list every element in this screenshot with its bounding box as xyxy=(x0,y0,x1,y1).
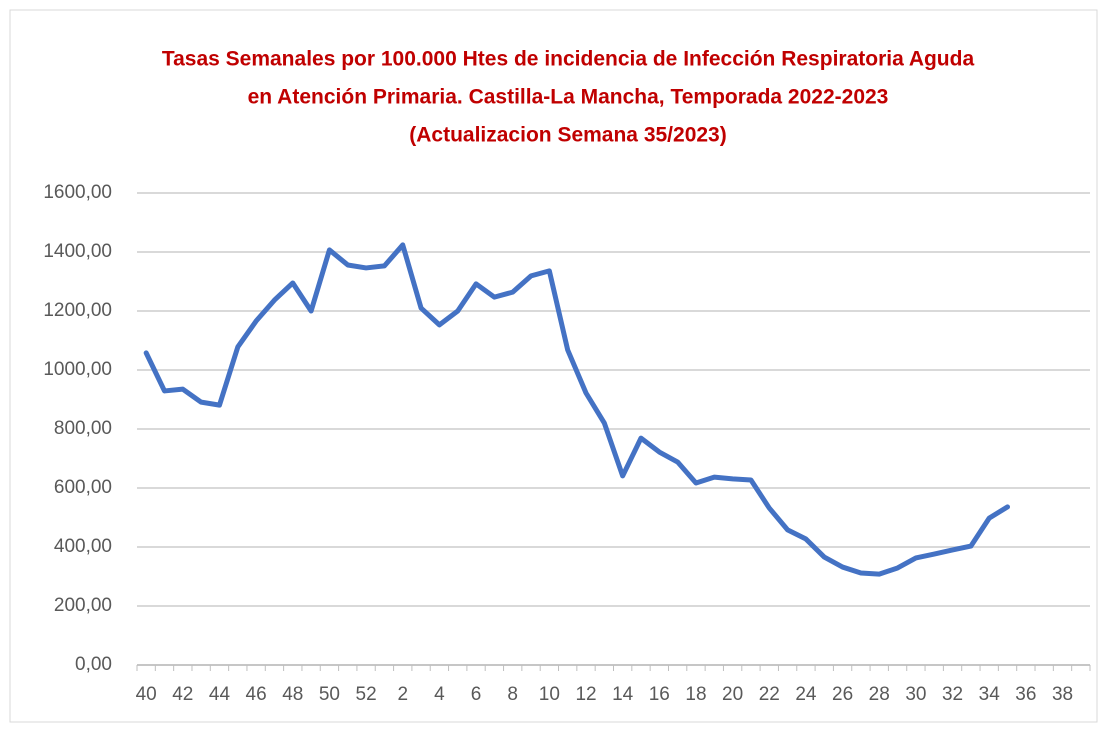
y-tick-label: 800,00 xyxy=(54,418,112,439)
x-tick-label: 22 xyxy=(759,684,780,705)
y-tick-label: 1200,00 xyxy=(43,300,112,321)
x-tick-label: 26 xyxy=(832,684,853,705)
data-line xyxy=(143,242,1011,577)
y-tick-label: 400,00 xyxy=(54,536,112,557)
x-tick-label: 4 xyxy=(434,684,445,705)
x-tick-label: 40 xyxy=(136,684,157,705)
x-tick-label: 50 xyxy=(319,684,340,705)
x-tick-label: 12 xyxy=(575,684,596,705)
x-tick-label: 52 xyxy=(356,684,377,705)
y-tick-label: 1400,00 xyxy=(43,241,112,262)
x-tick-label: 14 xyxy=(612,684,634,705)
x-tick-label: 20 xyxy=(722,684,743,705)
x-tick-label: 44 xyxy=(209,684,231,705)
chart-title: (Actualizacion Semana 35/2023) xyxy=(409,124,726,147)
x-tick-label: 10 xyxy=(539,684,560,705)
x-tick-label: 36 xyxy=(1015,684,1036,705)
x-tick-label: 18 xyxy=(685,684,706,705)
x-tick-label: 6 xyxy=(471,684,482,705)
y-tick-label: 0,00 xyxy=(75,654,112,675)
x-tick-label: 30 xyxy=(905,684,926,705)
x-tick-label: 34 xyxy=(979,684,1001,705)
x-tick-label: 38 xyxy=(1052,684,1073,705)
y-tick-label: 1000,00 xyxy=(43,359,112,380)
x-tick-label: 24 xyxy=(795,684,817,705)
x-tick-label: 32 xyxy=(942,684,963,705)
y-tick-label: 1600,00 xyxy=(43,182,112,203)
x-tick-label: 2 xyxy=(397,684,408,705)
x-tick-label: 16 xyxy=(649,684,670,705)
x-tick-label: 48 xyxy=(282,684,303,705)
chart-border xyxy=(9,9,1098,723)
chart-title: en Atención Primaria. Castilla-La Mancha… xyxy=(248,86,889,109)
y-tick-label: 200,00 xyxy=(54,595,112,616)
x-tick-label: 42 xyxy=(172,684,193,705)
y-tick-label: 600,00 xyxy=(54,477,112,498)
x-tick-label: 46 xyxy=(246,684,267,705)
x-tick-label: 8 xyxy=(507,684,518,705)
chart-title: Tasas Semanales por 100.000 Htes de inci… xyxy=(162,48,975,71)
x-tick-label: 28 xyxy=(869,684,890,705)
